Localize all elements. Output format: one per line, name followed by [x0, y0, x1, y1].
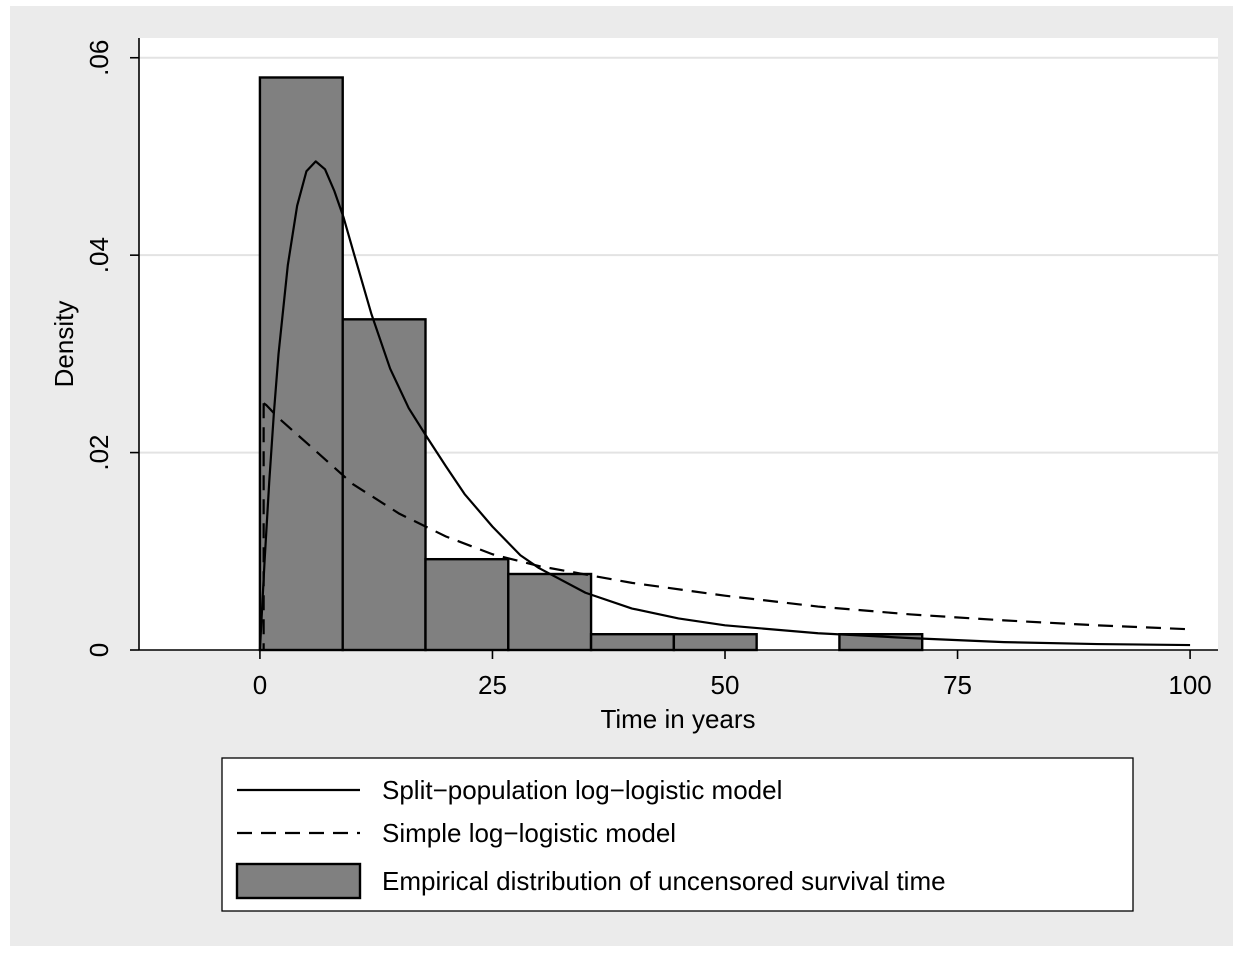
y-tick-label-3: .06 [84, 40, 114, 76]
y-axis-label: Density [49, 301, 79, 388]
series-line-split-population [258, 160, 1191, 651]
model-curves [258, 160, 1191, 651]
legend-label-2: Empirical distribution of uncensored sur… [382, 866, 946, 896]
legend: Split−population log−logistic model Simpl… [221, 757, 1134, 912]
series-line-simple-loglogistic [263, 402, 1191, 631]
legend-key-bar [235, 862, 362, 900]
histogram-bar-1 [341, 318, 427, 652]
y-tick-label-1: .02 [84, 435, 114, 471]
histogram-bar-3 [507, 572, 593, 652]
histogram-bar-0 [258, 76, 344, 652]
histogram-bar-2 [424, 557, 510, 652]
legend-label-1: Simple log−logistic model [382, 818, 676, 848]
x-axis-label: Time in years [600, 704, 755, 734]
histogram-bar-5 [672, 633, 758, 652]
x-tick-label-3: 75 [943, 670, 972, 700]
x-tick-label-4: 100 [1168, 670, 1211, 700]
x-tick-label-0: 0 [253, 670, 267, 700]
y-tick-label-2: .04 [84, 237, 114, 273]
x-tick-label-1: 25 [478, 670, 507, 700]
legend-label-0: Split−population log−logistic model [382, 775, 782, 805]
legend-box [221, 757, 1134, 912]
histogram-bar-4 [589, 633, 676, 652]
axes: 0 25 50 75 100 0 .02 .04 .06 [84, 38, 1218, 700]
histogram-bars [258, 76, 924, 652]
y-tick-label-0: 0 [84, 643, 114, 657]
x-tick-label-2: 50 [711, 670, 740, 700]
